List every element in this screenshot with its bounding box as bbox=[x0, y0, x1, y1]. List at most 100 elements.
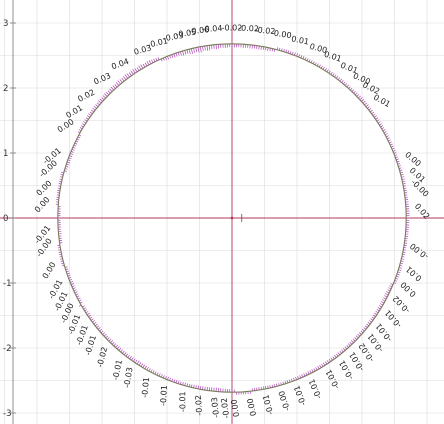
deviation-spike bbox=[97, 100, 102, 104]
deviation-spike bbox=[99, 98, 103, 102]
deviation-spike bbox=[195, 47, 198, 52]
deviation-spike bbox=[138, 362, 142, 366]
deviation-spike bbox=[199, 386, 202, 390]
reference-circle-outline bbox=[57, 43, 407, 393]
deviation-spike bbox=[114, 84, 118, 88]
deviation-label: 0.00 bbox=[309, 42, 329, 55]
deviation-spike bbox=[173, 53, 176, 58]
deviation-spike bbox=[204, 45, 206, 51]
deviation-label: -0.01 bbox=[159, 385, 169, 406]
deviation-spike bbox=[115, 344, 118, 348]
deviation-spike bbox=[96, 102, 100, 106]
deviation-label: 0.00 bbox=[246, 397, 259, 416]
deviation-spike bbox=[148, 60, 152, 64]
deviation-spike bbox=[386, 291, 390, 294]
deviation-spike bbox=[188, 49, 191, 55]
deviation-label: -0.04 bbox=[202, 24, 223, 34]
deviation-spike bbox=[132, 69, 136, 74]
axis-tick-labels: 3 2 1 0 -1 -2 -3 bbox=[3, 19, 11, 419]
origin-marker bbox=[230, 216, 234, 220]
y-tick-label: -3 bbox=[3, 409, 11, 419]
deviation-label: -0.03 bbox=[210, 397, 221, 419]
deviation-spike bbox=[140, 64, 144, 69]
y-tick-label: 3 bbox=[3, 19, 8, 29]
deviation-label: -0.02 bbox=[238, 24, 259, 34]
deviation-spike bbox=[107, 90, 111, 94]
deviation-spike bbox=[133, 358, 136, 362]
deviation-spike bbox=[122, 350, 125, 354]
deviation-spike bbox=[186, 49, 189, 54]
deviation-label: 0.00 bbox=[229, 399, 241, 418]
deviation-spike bbox=[93, 105, 97, 109]
y-tick-label: 1 bbox=[3, 149, 8, 159]
deviation-label: -0.02 bbox=[219, 397, 231, 419]
deviation-spike bbox=[144, 365, 147, 370]
deviation-spike bbox=[199, 46, 202, 53]
deviation-spike bbox=[134, 68, 138, 73]
deviation-spike bbox=[112, 85, 116, 89]
deviation-label: -0.03 bbox=[162, 31, 184, 43]
deviation-label: -0.02 bbox=[194, 395, 204, 416]
deviation-spike bbox=[142, 364, 145, 368]
deviation-spike bbox=[377, 307, 381, 310]
deviation-spike bbox=[116, 346, 120, 350]
deviation-spike bbox=[171, 54, 174, 58]
deviation-spike bbox=[101, 97, 105, 101]
deviation-spike bbox=[202, 386, 204, 390]
deviation-spike bbox=[130, 70, 134, 75]
deviation-label: -0.01 bbox=[147, 36, 169, 49]
deviation-spike bbox=[258, 45, 260, 50]
deviation-spike bbox=[138, 65, 142, 70]
deviation-spike bbox=[190, 48, 193, 55]
deviation-label: -0.05 bbox=[175, 28, 197, 40]
deviation-spike bbox=[105, 91, 110, 96]
deviation-spike bbox=[142, 63, 146, 68]
deviation-spike bbox=[124, 74, 129, 79]
deviation-label: -0.01 bbox=[140, 377, 151, 399]
deviation-spike bbox=[136, 360, 140, 365]
deviation-spike bbox=[359, 97, 363, 101]
deviation-spike bbox=[126, 73, 130, 78]
deviation-spike bbox=[121, 78, 125, 82]
deviation-spike bbox=[381, 301, 385, 304]
deviation-spike bbox=[206, 386, 208, 391]
deviation-spike bbox=[182, 50, 185, 56]
deviation-spike bbox=[197, 47, 200, 53]
deviation-spike bbox=[385, 293, 389, 296]
deviation-spike bbox=[193, 48, 195, 53]
deviation-spike bbox=[206, 45, 209, 51]
y-tick-label: -1 bbox=[3, 279, 11, 289]
deviation-spike bbox=[131, 357, 134, 361]
y-tick-label: 0 bbox=[3, 214, 8, 224]
deviation-spike bbox=[193, 384, 195, 388]
deviation-spike bbox=[144, 62, 148, 67]
deviation-spike bbox=[104, 93, 108, 97]
deviation-spike bbox=[262, 46, 265, 50]
deviation-spike bbox=[140, 363, 144, 367]
deviation-spike bbox=[381, 299, 386, 302]
deviation-spike bbox=[129, 356, 132, 360]
deviation-label: -0.01 bbox=[178, 391, 187, 412]
y-tick-label: 2 bbox=[3, 84, 8, 94]
deviation-spike bbox=[204, 386, 206, 391]
deviation-label: -0.00 bbox=[270, 28, 292, 40]
deviation-spike bbox=[110, 340, 114, 344]
deviation-spike bbox=[384, 295, 388, 298]
deviation-spike bbox=[184, 50, 187, 55]
deviation-spike bbox=[123, 76, 127, 81]
deviation-spike bbox=[180, 51, 182, 56]
deviation-spike bbox=[195, 385, 197, 389]
deviation-spike bbox=[110, 86, 115, 91]
deviation-label: -0.01 bbox=[111, 359, 124, 381]
deviation-label: -0.02 bbox=[222, 23, 243, 32]
deviation-spike bbox=[117, 80, 121, 85]
deviation-spike bbox=[136, 67, 140, 71]
deviation-spike bbox=[175, 52, 178, 57]
deviation-spike bbox=[202, 46, 204, 51]
y-tick-label: -2 bbox=[3, 344, 11, 354]
deviation-spike bbox=[119, 79, 123, 83]
